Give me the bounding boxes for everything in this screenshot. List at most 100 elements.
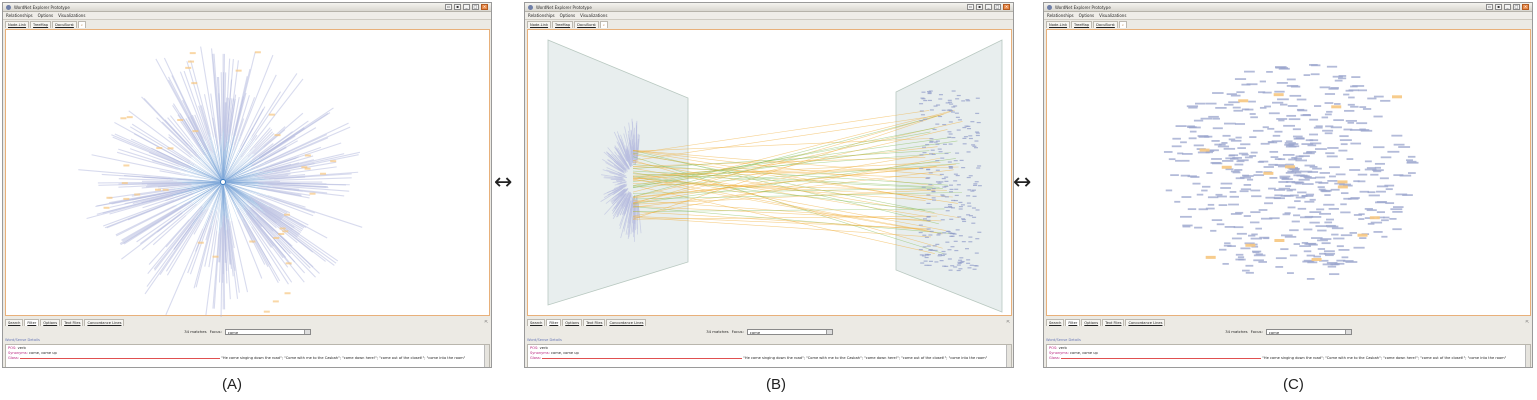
search-icon[interactable]: ⌕ (1118, 21, 1127, 28)
focus-combobox[interactable]: come (1265, 328, 1352, 335)
tab-concordance-lines[interactable]: Concordance Lines (84, 319, 125, 326)
word-node (1327, 180, 1338, 182)
visualization-canvas[interactable] (527, 29, 1012, 316)
close-icon[interactable]: × (1003, 4, 1010, 10)
tree-leaf-label (624, 192, 631, 208)
menu-options[interactable]: Options (1078, 13, 1095, 18)
word-node (1364, 160, 1372, 163)
panel-expand-icon[interactable]: ⇱ (484, 319, 488, 324)
menu-relationships[interactable]: Relationships (1047, 13, 1074, 18)
search-icon[interactable]: ⌕ (599, 21, 608, 28)
restore-icon[interactable]: ▫ (967, 4, 974, 10)
panel-expand-icon[interactable]: ⇱ (1525, 319, 1529, 324)
word-node (1289, 229, 1299, 232)
tab-docuburst[interactable]: DocuBurst (574, 21, 599, 28)
menu-options[interactable]: Options (37, 13, 54, 18)
word-node (1268, 187, 1276, 190)
tab-search[interactable]: Search (5, 319, 24, 326)
word-node (966, 262, 971, 264)
restore-icon[interactable]: ▫ (1486, 4, 1493, 10)
tree-edge (192, 146, 224, 183)
word-node (1322, 129, 1334, 132)
menu-options[interactable]: Options (559, 13, 576, 18)
word-node (1392, 210, 1403, 213)
transition-link (632, 140, 958, 187)
tab-filter[interactable]: Filter (1065, 319, 1081, 326)
tab-docuburst[interactable]: DocuBurst (1093, 21, 1118, 28)
minimize-icon[interactable]: _ (985, 4, 992, 10)
tree-leaf-label (193, 227, 212, 289)
force-layout-graphic[interactable] (1047, 30, 1532, 317)
focus-combobox[interactable]: come (746, 328, 833, 335)
minimize-icon[interactable]: _ (1504, 4, 1511, 10)
pin-icon[interactable]: ▪ (976, 4, 983, 10)
radial-tree-graphic[interactable] (6, 30, 491, 317)
gloss-value: "He came singing down the road"; "Come w… (743, 356, 988, 360)
focus-label: Focus: (209, 329, 222, 334)
search-icon[interactable]: ⌕ (77, 21, 86, 28)
visualization-canvas[interactable] (5, 29, 491, 317)
tab-search[interactable]: Search (527, 319, 546, 326)
restore-icon[interactable]: ▫ (445, 4, 452, 10)
visualization-canvas[interactable] (1046, 29, 1531, 316)
menu-visualizations[interactable]: Visualizations (58, 13, 86, 18)
details-scrollbar[interactable] (1525, 345, 1530, 367)
tab-options[interactable]: Options (40, 319, 61, 326)
tab-text-files[interactable]: Text Files (583, 319, 606, 326)
word-node (1189, 130, 1197, 133)
maximize-icon[interactable]: □ (1513, 4, 1520, 10)
menu-visualizations[interactable]: Visualizations (1099, 13, 1127, 18)
tab-concordance-lines[interactable]: Concordance Lines (606, 319, 647, 326)
tree-leaf-label (102, 194, 172, 214)
tab-node-link[interactable]: Node-Link (1046, 21, 1071, 28)
focus-combobox[interactable]: come (224, 328, 311, 335)
maximize-icon[interactable]: □ (472, 4, 479, 10)
tab-filter[interactable]: Filter (24, 319, 40, 326)
panel-expand-icon[interactable]: ⇱ (1006, 319, 1010, 324)
tab-filter[interactable]: Filter (546, 319, 562, 326)
details-header: Word/Sense Details (1046, 338, 1081, 342)
word-node (1368, 194, 1380, 197)
pin-icon[interactable]: ▪ (1495, 4, 1502, 10)
menu-relationships[interactable]: Relationships (528, 13, 555, 18)
tree-leaf-label (240, 74, 277, 147)
tree-leaf-label (613, 131, 628, 162)
word-node (1229, 195, 1239, 198)
menu-visualizations[interactable]: Visualizations (580, 13, 608, 18)
details-scrollbar[interactable] (484, 345, 489, 367)
tab-docuburst[interactable]: DocuBurst (52, 21, 77, 28)
menu-relationships[interactable]: Relationships (6, 13, 33, 18)
tab-node-link[interactable]: Node-Link (527, 21, 552, 28)
details-scrollbar[interactable] (1006, 345, 1011, 367)
tab-search[interactable]: Search (1046, 319, 1065, 326)
tree-edge (189, 181, 224, 220)
highlight-label (285, 262, 292, 265)
word-node (1217, 145, 1230, 148)
tab-treemap[interactable]: TreeMap (552, 21, 574, 28)
tab-options[interactable]: Options (1081, 319, 1102, 326)
word-node (1342, 260, 1354, 262)
maximize-icon[interactable]: □ (994, 4, 1001, 10)
close-icon[interactable]: × (481, 4, 488, 10)
close-icon[interactable]: × (1522, 4, 1529, 10)
tab-text-files[interactable]: Text Files (1102, 319, 1125, 326)
tab-node-link[interactable]: Node-Link (5, 21, 30, 28)
tree-edge (222, 181, 268, 191)
word-node (1349, 129, 1359, 131)
transition-graphic[interactable] (528, 30, 1013, 317)
word-node (1376, 216, 1385, 219)
word-node (921, 255, 926, 257)
tab-text-files[interactable]: Text Files (61, 319, 84, 326)
pin-icon[interactable]: ▪ (454, 4, 461, 10)
word-node (947, 258, 952, 260)
tree-leaf-label (232, 118, 245, 151)
tab-treemap[interactable]: TreeMap (1071, 21, 1093, 28)
tab-treemap[interactable]: TreeMap (30, 21, 52, 28)
word-node (939, 181, 944, 183)
tab-concordance-lines[interactable]: Concordance Lines (1125, 319, 1166, 326)
tab-options[interactable]: Options (562, 319, 583, 326)
minimize-icon[interactable]: _ (463, 4, 470, 10)
tree-leaf-label (208, 220, 218, 268)
tree-leaf-label (269, 207, 307, 228)
